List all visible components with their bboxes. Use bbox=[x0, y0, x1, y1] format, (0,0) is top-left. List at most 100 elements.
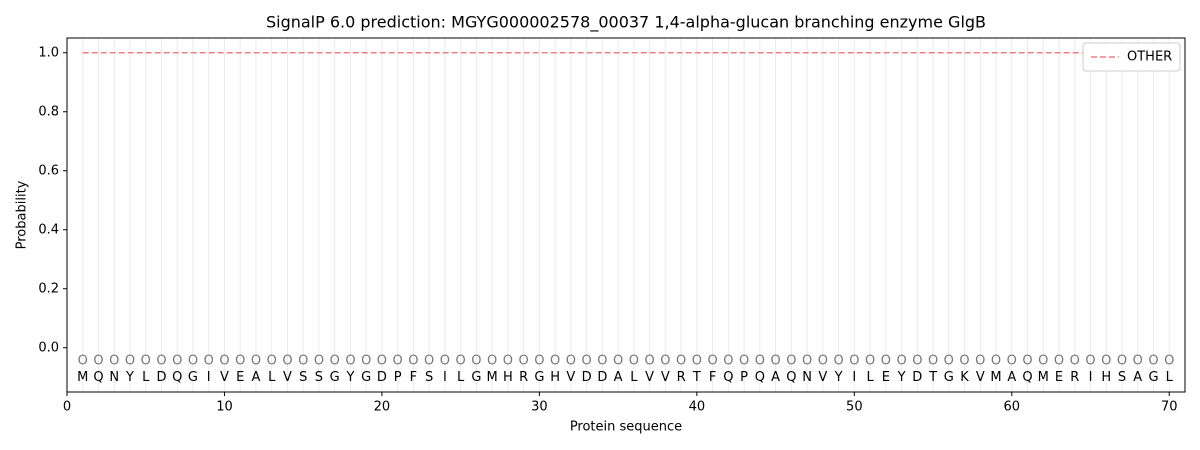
residue: V bbox=[220, 370, 229, 385]
x-tick-label: 20 bbox=[374, 400, 391, 415]
y-tick-label: 0.0 bbox=[38, 340, 59, 355]
residue-label: O bbox=[1164, 354, 1174, 369]
residue-label: O bbox=[219, 354, 229, 369]
residue: H bbox=[1101, 370, 1111, 385]
residue: L bbox=[866, 370, 874, 385]
residue-label: O bbox=[78, 354, 88, 369]
residue: A bbox=[1133, 370, 1142, 385]
residue: R bbox=[677, 370, 686, 385]
x-tick-label: 10 bbox=[216, 400, 233, 415]
residue: S bbox=[1118, 370, 1126, 385]
residue: T bbox=[692, 370, 701, 385]
residue: Q bbox=[93, 370, 103, 385]
residue: I bbox=[852, 370, 856, 385]
residue-label: O bbox=[849, 354, 859, 369]
residue-label: O bbox=[755, 354, 765, 369]
residue: L bbox=[1166, 370, 1174, 385]
residue-label: O bbox=[141, 354, 151, 369]
residue: H bbox=[503, 370, 513, 385]
residue-label: O bbox=[629, 354, 639, 369]
residue-label: O bbox=[1117, 354, 1127, 369]
residue-label: O bbox=[597, 354, 607, 369]
residue: L bbox=[268, 370, 276, 385]
x-tick-label: 0 bbox=[63, 400, 71, 415]
residue: Q bbox=[755, 370, 765, 385]
residue: V bbox=[566, 370, 575, 385]
residue-label: O bbox=[692, 354, 702, 369]
residue: S bbox=[315, 370, 323, 385]
residue-label: O bbox=[707, 354, 717, 369]
x-tick-label: 40 bbox=[689, 400, 706, 415]
residue-label: O bbox=[881, 354, 891, 369]
residue-label: O bbox=[267, 354, 277, 369]
residue-label: O bbox=[424, 354, 434, 369]
y-axis-label: Probability bbox=[15, 180, 30, 249]
residue: V bbox=[283, 370, 292, 385]
residue-label: O bbox=[471, 354, 481, 369]
x-tick-label: 30 bbox=[531, 400, 548, 415]
residue-label: O bbox=[896, 354, 906, 369]
residue-label: O bbox=[534, 354, 544, 369]
residue-label: O bbox=[660, 354, 670, 369]
residue-label: O bbox=[991, 354, 1001, 369]
residue: S bbox=[425, 370, 433, 385]
residue-label: O bbox=[188, 354, 198, 369]
residue: L bbox=[630, 370, 638, 385]
residue: R bbox=[1070, 370, 1079, 385]
residue: D bbox=[582, 370, 592, 385]
y-tick-label: 0.6 bbox=[38, 163, 59, 178]
residue: G bbox=[534, 370, 544, 385]
legend-label: OTHER bbox=[1127, 50, 1172, 65]
residue: E bbox=[236, 370, 244, 385]
residue-label: O bbox=[645, 354, 655, 369]
residue: F bbox=[709, 370, 716, 385]
residue: E bbox=[1055, 370, 1063, 385]
residue-label: O bbox=[865, 354, 875, 369]
y-tick-label: 0.4 bbox=[38, 222, 59, 237]
residue-label: O bbox=[582, 354, 592, 369]
residue: A bbox=[252, 370, 261, 385]
residue-label: O bbox=[802, 354, 812, 369]
residue: I bbox=[443, 370, 447, 385]
residue: A bbox=[771, 370, 780, 385]
residue-label: O bbox=[550, 354, 560, 369]
residue: G bbox=[330, 370, 340, 385]
residue-label: O bbox=[377, 354, 387, 369]
residue-label: O bbox=[770, 354, 780, 369]
residue: A bbox=[614, 370, 623, 385]
residue-label: O bbox=[487, 354, 497, 369]
residue: Y bbox=[834, 370, 843, 385]
residue-label: O bbox=[723, 354, 733, 369]
residue: Q bbox=[1022, 370, 1032, 385]
residue: V bbox=[645, 370, 654, 385]
residue: G bbox=[944, 370, 954, 385]
residue: D bbox=[912, 370, 922, 385]
residue-label: O bbox=[251, 354, 261, 369]
residue: P bbox=[394, 370, 402, 385]
residue-label: O bbox=[1133, 354, 1143, 369]
residue-label: O bbox=[156, 354, 166, 369]
residue: V bbox=[661, 370, 670, 385]
residue: K bbox=[960, 370, 969, 385]
residue: G bbox=[188, 370, 198, 385]
residue-label: O bbox=[503, 354, 513, 369]
residue-label: O bbox=[833, 354, 843, 369]
residue-label: O bbox=[786, 354, 796, 369]
residue-label: O bbox=[613, 354, 623, 369]
residue: I bbox=[207, 370, 211, 385]
residue: D bbox=[377, 370, 387, 385]
residue: L bbox=[142, 370, 150, 385]
residue-label: O bbox=[1148, 354, 1158, 369]
residue-label: O bbox=[314, 354, 324, 369]
residue-label: O bbox=[408, 354, 418, 369]
residue: A bbox=[1007, 370, 1016, 385]
legend-box bbox=[1082, 42, 1181, 72]
residue-label: O bbox=[1101, 354, 1111, 369]
residue-label: O bbox=[393, 354, 403, 369]
residue-label: O bbox=[676, 354, 686, 369]
residue-label: O bbox=[330, 354, 340, 369]
residue: P bbox=[740, 370, 748, 385]
residue-label: O bbox=[298, 354, 308, 369]
residue: H bbox=[550, 370, 560, 385]
